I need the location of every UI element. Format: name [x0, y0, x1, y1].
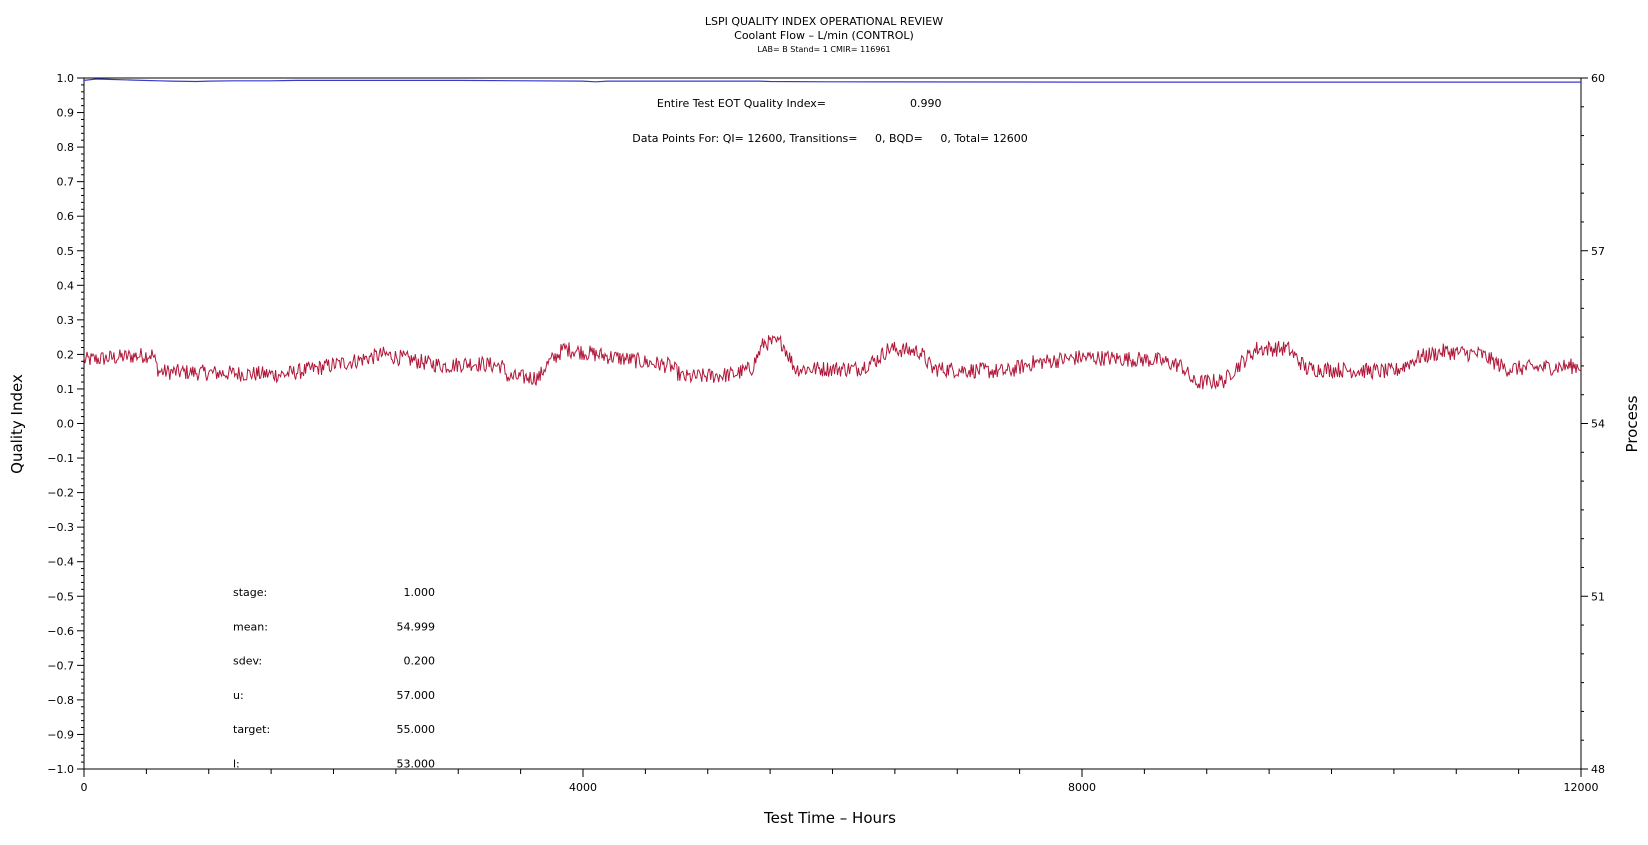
data-points-annotation: Data Points For: QI= 12600, Transitions=…: [632, 132, 1027, 145]
chart-meta: LAB= B Stand= 1 CMIR= 116961: [757, 45, 890, 54]
y-right-tick-label: 48: [1591, 763, 1605, 776]
y-left-tick-label: 0.7: [57, 176, 75, 189]
y-left-tick-label: 0.8: [57, 141, 75, 154]
y-left-tick-label: 0.6: [57, 210, 75, 223]
stat-label: u:: [233, 689, 244, 702]
y-left-tick-label: −0.3: [47, 521, 74, 534]
y-left-tick-label: 0.5: [57, 245, 75, 258]
y-left-tick-label: −0.1: [47, 452, 74, 465]
plot-frame: [83, 77, 1582, 770]
stat-value: 54.999: [397, 620, 436, 633]
stat-label: sdev:: [233, 655, 262, 668]
y-left-tick-label: −0.2: [47, 487, 74, 500]
y-axis-left: 1.0 0.9 0.8 0.7 0.6 0.5 0.4 0.3 0.2 0.1 0.0 −0.1 −0.…: [47, 72, 84, 776]
y-left-tick-label: −0.9: [47, 728, 74, 741]
chart-title: LSPI QUALITY INDEX OPERATIONAL REVIEW: [705, 15, 943, 28]
chart-subtitle: Coolant Flow – L/min (CONTROL): [734, 29, 914, 42]
x-tick-label: 8000: [1068, 781, 1096, 794]
x-tick-label: 4000: [569, 781, 597, 794]
y-left-tick-label: −0.5: [47, 590, 74, 603]
y-left-tick-label: −1.0: [47, 763, 74, 776]
stat-label: target:: [233, 723, 270, 736]
y-left-tick-label: −0.8: [47, 694, 74, 707]
y-right-tick-label: 57: [1591, 245, 1605, 258]
stat-value: 0.200: [404, 655, 436, 668]
y-left-tick-label: 0.2: [57, 348, 75, 361]
y-left-tick-label: −0.4: [47, 556, 74, 569]
stat-label: stage:: [233, 586, 267, 599]
y-axis-left-label: Quality Index: [8, 374, 26, 474]
stat-label: mean:: [233, 620, 268, 633]
y-axis-right: 60 57 54 51 48: [1581, 72, 1605, 776]
eot-annotation-label: Entire Test EOT Quality Index=: [657, 97, 826, 110]
x-axis: 0 4000 8000 12000: [81, 769, 1599, 794]
series-layer: [83, 78, 1582, 390]
y-right-tick-label: 60: [1591, 72, 1605, 85]
process-series-line: [83, 334, 1582, 390]
y-axis-right-label: Process: [1623, 395, 1641, 452]
y-left-tick-label: −0.7: [47, 659, 74, 672]
stats-block: stage: 1.000 mean: 54.999 sdev: 0.200 u: 57.000…: [233, 586, 435, 771]
stat-value: 53.000: [397, 758, 436, 771]
x-tick-label: 12000: [1564, 781, 1599, 794]
y-left-tick-label: −0.6: [47, 625, 74, 638]
y-left-tick-label: 0.3: [57, 314, 75, 327]
stat-value: 1.000: [404, 586, 436, 599]
y-right-tick-label: 51: [1591, 590, 1605, 603]
x-axis-label: Test Time – Hours: [763, 809, 896, 827]
y-left-tick-label: 0.9: [57, 107, 75, 120]
stat-label: l:: [233, 758, 240, 771]
y-right-tick-label: 54: [1591, 418, 1605, 431]
y-left-tick-label: 0.0: [57, 418, 75, 431]
quality-index-series-line: [83, 78, 1581, 83]
x-tick-label: 0: [81, 781, 88, 794]
y-left-tick-label: 0.1: [57, 383, 75, 396]
y-left-tick-label: 0.4: [57, 279, 75, 292]
eot-annotation-value: 0.990: [910, 97, 942, 110]
y-left-tick-label: 1.0: [57, 72, 75, 85]
stat-value: 55.000: [397, 723, 436, 736]
stat-value: 57.000: [397, 689, 436, 702]
